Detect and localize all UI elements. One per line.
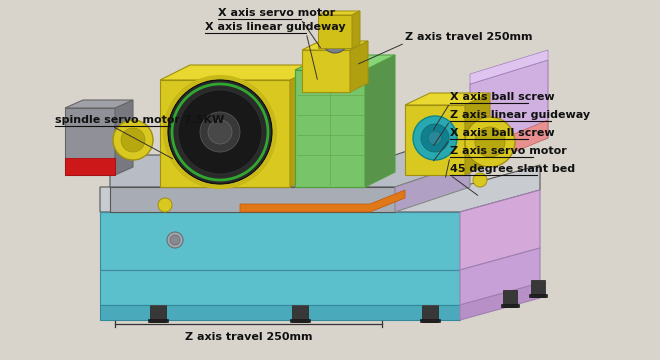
Polygon shape [110,187,395,212]
Polygon shape [350,41,368,92]
Polygon shape [100,165,540,212]
Circle shape [428,131,442,145]
Circle shape [121,128,145,152]
Polygon shape [65,108,115,175]
Polygon shape [290,319,310,322]
Polygon shape [352,11,360,48]
Circle shape [421,124,449,152]
Polygon shape [148,319,168,322]
Polygon shape [100,212,460,270]
Circle shape [208,120,232,144]
Polygon shape [100,305,460,320]
Polygon shape [420,319,440,322]
Circle shape [168,80,272,184]
Polygon shape [295,55,395,70]
Text: Z axis travel 250mm: Z axis travel 250mm [185,332,312,342]
Polygon shape [365,55,395,187]
Circle shape [325,22,345,42]
Polygon shape [470,60,548,162]
Polygon shape [65,158,115,175]
Polygon shape [318,11,360,15]
Polygon shape [292,305,308,322]
Circle shape [170,235,180,245]
Circle shape [113,120,153,160]
Circle shape [322,27,348,53]
Circle shape [167,232,183,248]
Circle shape [413,116,457,160]
Circle shape [465,117,515,167]
Text: Z axis linear guideway: Z axis linear guideway [450,110,590,120]
Polygon shape [150,305,166,322]
Polygon shape [490,120,548,162]
Text: X axis ball screw: X axis ball screw [450,92,554,102]
Polygon shape [405,105,465,175]
Polygon shape [302,41,368,50]
Polygon shape [460,283,540,320]
Polygon shape [465,93,490,175]
Polygon shape [529,294,547,297]
Polygon shape [160,80,290,187]
Polygon shape [160,65,320,80]
Polygon shape [503,290,517,307]
Text: X axis ball screw: X axis ball screw [450,128,554,138]
Polygon shape [531,280,545,297]
Circle shape [158,198,172,212]
Polygon shape [395,162,470,212]
Text: Z axis travel 250mm: Z axis travel 250mm [405,32,533,42]
Text: 45 degree slant bed: 45 degree slant bed [450,164,575,174]
Polygon shape [422,305,438,322]
Polygon shape [115,100,133,175]
Polygon shape [318,15,352,48]
Polygon shape [405,93,490,105]
Polygon shape [460,190,540,270]
Circle shape [473,173,487,187]
Polygon shape [290,65,320,187]
Circle shape [200,112,240,152]
Polygon shape [100,270,460,305]
Circle shape [475,127,505,157]
Circle shape [178,90,262,174]
Text: spindle servo motor 7.5KW: spindle servo motor 7.5KW [55,115,224,125]
Polygon shape [460,248,540,305]
Text: X axis linear guideway: X axis linear guideway [205,22,346,32]
Polygon shape [65,100,133,108]
Polygon shape [302,50,350,92]
Polygon shape [240,190,405,212]
Polygon shape [110,130,470,187]
Text: Z axis servo motor: Z axis servo motor [450,146,567,156]
Polygon shape [295,70,365,187]
Polygon shape [470,50,548,84]
Text: X axis servo motor: X axis servo motor [218,8,335,18]
Polygon shape [501,304,519,307]
